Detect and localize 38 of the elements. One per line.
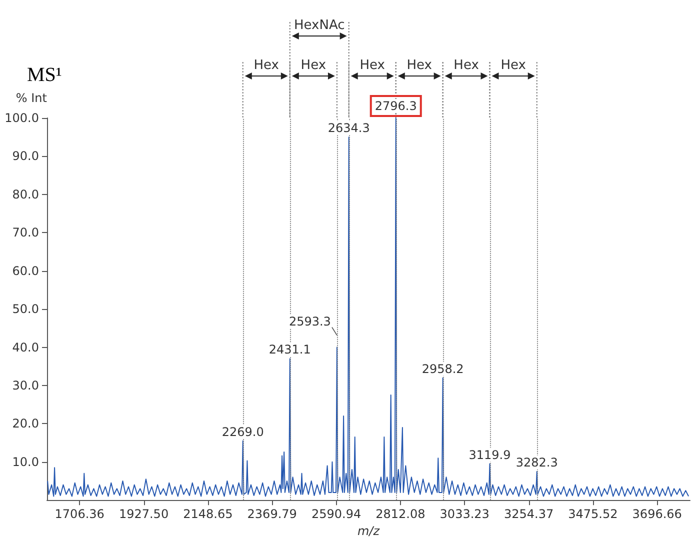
text: Hex (454, 58, 480, 73)
y-axis-title: % Int (16, 91, 48, 105)
text: Hex (300, 58, 326, 73)
x-tick-label: 2148.65 (183, 507, 233, 522)
x-axis-title: m/z (357, 524, 380, 538)
text: Hex (500, 58, 526, 73)
x-tick-label: 2590.94 (311, 507, 362, 522)
y-tick-label: 100.0 (4, 111, 39, 125)
x-tick-label: 1927.50 (118, 507, 169, 522)
y-tick-label: 40.0 (12, 340, 39, 354)
x-tick-label: 1706.36 (54, 507, 104, 522)
annotation: 2796.3 (374, 99, 417, 113)
annotation: 2634.3 (328, 121, 370, 136)
text: HexNAc (294, 18, 345, 33)
y-tick-label: 80.0 (12, 187, 39, 202)
y-tick-label: 90.0 (12, 149, 39, 164)
y-tick-label: 10.0 (12, 454, 39, 469)
annotation: 2269.0 (222, 424, 264, 439)
annotation: 3282.3 (516, 455, 558, 470)
y-tick-label: 20.0 (12, 416, 39, 431)
x-tick-label: 3254.37 (504, 507, 554, 522)
text: Hex (254, 58, 280, 73)
annotation: 2958.2 (422, 362, 464, 376)
text: Hex (406, 58, 432, 73)
text: Hex (360, 58, 386, 73)
x-tick-label: 2812.08 (376, 507, 426, 522)
y-tick-label: 30.0 (12, 378, 39, 392)
x-tick-label: 3696.66 (632, 507, 682, 522)
annotation: 2593.3 (288, 314, 331, 328)
chart-title: MS¹ (27, 64, 62, 86)
y-tick-label: 70.0 (12, 226, 39, 240)
x-tick-label: 2369.79 (247, 507, 297, 522)
annotation: 2431.1 (268, 342, 311, 357)
annotation: 3119.9 (468, 448, 511, 462)
y-tick-label: 60.0 (12, 264, 39, 278)
y-tick-label: 50.0 (12, 302, 39, 316)
x-tick-label: 3033.23 (440, 507, 490, 522)
x-tick-label: 3475.52 (568, 507, 618, 522)
